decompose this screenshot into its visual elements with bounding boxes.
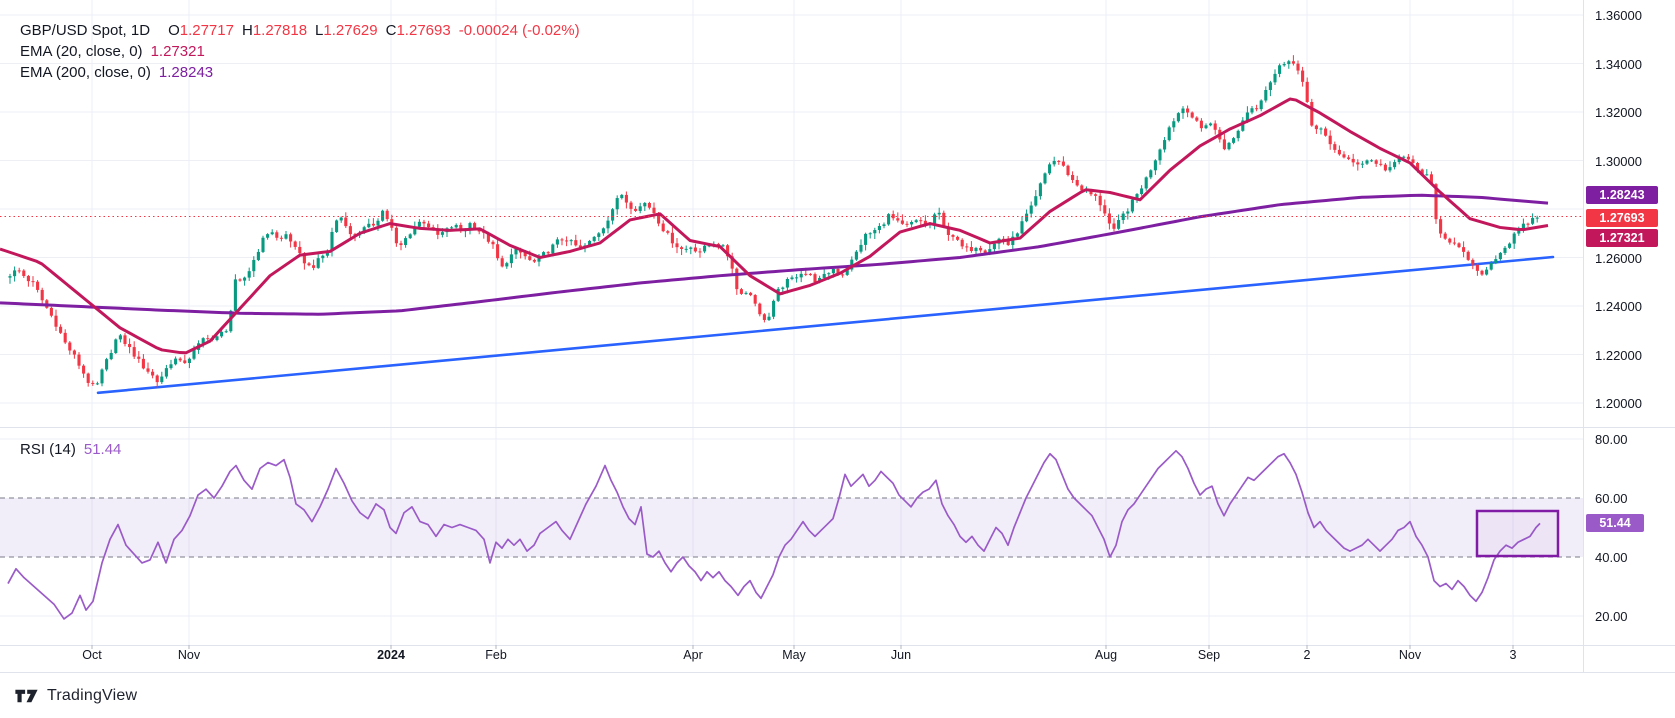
time-tick-label: Nov — [1398, 648, 1422, 662]
rsi-tick-label: 60.00 — [1595, 491, 1628, 506]
time-tick-label: Jun — [890, 648, 912, 662]
ohlc-l-label: L — [315, 22, 324, 39]
time-tick-label: Feb — [485, 648, 507, 662]
time-tick-label: May — [782, 648, 806, 662]
price-change: -0.00024 (-0.02%) — [458, 22, 580, 39]
footer-bar: TradingView — [0, 673, 1675, 718]
rsi-pane[interactable] — [0, 449, 1583, 620]
ema200-value: 1.28243 — [158, 64, 214, 81]
tradingview-logo-icon[interactable] — [14, 686, 39, 706]
candlesticks — [8, 55, 1539, 388]
rsi-line — [7, 449, 1541, 620]
trendline-drawing[interactable] — [96, 255, 1555, 395]
price-tick-label: 1.30000 — [1595, 153, 1642, 169]
price-tick-label: 1.22000 — [1595, 347, 1642, 363]
time-tick-label: Nov — [177, 648, 201, 662]
ema20-value: 1.27321 — [150, 43, 205, 60]
rsi-band — [0, 498, 1583, 557]
ema20-line[interactable] — [0, 97, 1549, 355]
symbol-legend-row[interactable]: GBP/USD Spot, 1D O1.27717 H1.27818 L1.27629… — [20, 20, 580, 41]
ema200-line[interactable] — [0, 193, 1549, 316]
ema20-legend-row[interactable]: EMA (20, close, 0) 1.27321 — [20, 41, 580, 62]
price-tick-label: 1.34000 — [1595, 56, 1642, 72]
ema200-label: EMA (200, close, 0) — [20, 64, 151, 81]
time-tick-label: 3 — [1509, 648, 1517, 662]
price-tick-label: 1.36000 — [1595, 8, 1642, 23]
time-tick-label: Oct — [82, 648, 102, 662]
time-tick-label: 2 — [1303, 648, 1311, 662]
ohlc-c-label: C — [385, 22, 397, 39]
pane-separators — [0, 0, 1675, 673]
ohlc-o-value: 1.27717 — [179, 22, 234, 39]
ohlc-o-label: O — [168, 22, 180, 39]
rsi-value: 51.44 — [83, 441, 122, 458]
rsi-tick-label: 80.00 — [1595, 432, 1628, 447]
price-pane[interactable] — [0, 55, 1555, 395]
ohlc-l-value: 1.27629 — [323, 22, 378, 39]
price-badge-last-price[interactable]: 1.27693 — [1586, 209, 1658, 227]
rsi-label: RSI (14) — [20, 441, 76, 458]
price-tick-label: 1.32000 — [1595, 105, 1642, 120]
ohlc-h-value: 1.27818 — [252, 22, 308, 39]
price-tick-label: 1.26000 — [1595, 250, 1642, 266]
rsi-annotation-rectangle[interactable] — [1475, 509, 1560, 558]
time-tick-label: Apr — [683, 648, 703, 662]
symbol-title: GBP/USD Spot, 1D — [20, 22, 151, 39]
ohlc-c-value: 1.27693 — [396, 22, 451, 39]
time-tick-label: Sep — [1197, 648, 1221, 662]
price-tick-label: 1.24000 — [1595, 299, 1642, 314]
ohlc-h-label: H — [241, 22, 253, 39]
rsi-tick-label: 20.00 — [1595, 609, 1628, 624]
rsi-tick-label: 40.00 — [1595, 550, 1628, 565]
tradingview-wordmark[interactable]: TradingView — [47, 686, 138, 704]
legend-panel: GBP/USD Spot, 1D O1.27717 H1.27818 L1.27629… — [20, 20, 580, 83]
time-tick-label: Aug — [1094, 648, 1118, 662]
price-tick-label: 1.20000 — [1595, 396, 1642, 411]
ohlc-values: O1.27717 H1.27818 L1.27629 C1.27693 — [160, 22, 451, 39]
price-badge-ema200[interactable]: 1.28243 — [1586, 186, 1658, 204]
rsi-value-badge[interactable]: 51.44 — [1586, 514, 1644, 532]
rsi-legend-row[interactable]: RSI (14) 51.44 — [20, 441, 121, 458]
price-badge-ema20[interactable]: 1.27321 — [1586, 229, 1658, 247]
ema20-label: EMA (20, close, 0) — [20, 43, 143, 60]
time-tick-label: 2024 — [377, 648, 405, 662]
ema200-legend-row[interactable]: EMA (200, close, 0) 1.28243 — [20, 62, 580, 83]
gridlines — [0, 0, 1583, 645]
